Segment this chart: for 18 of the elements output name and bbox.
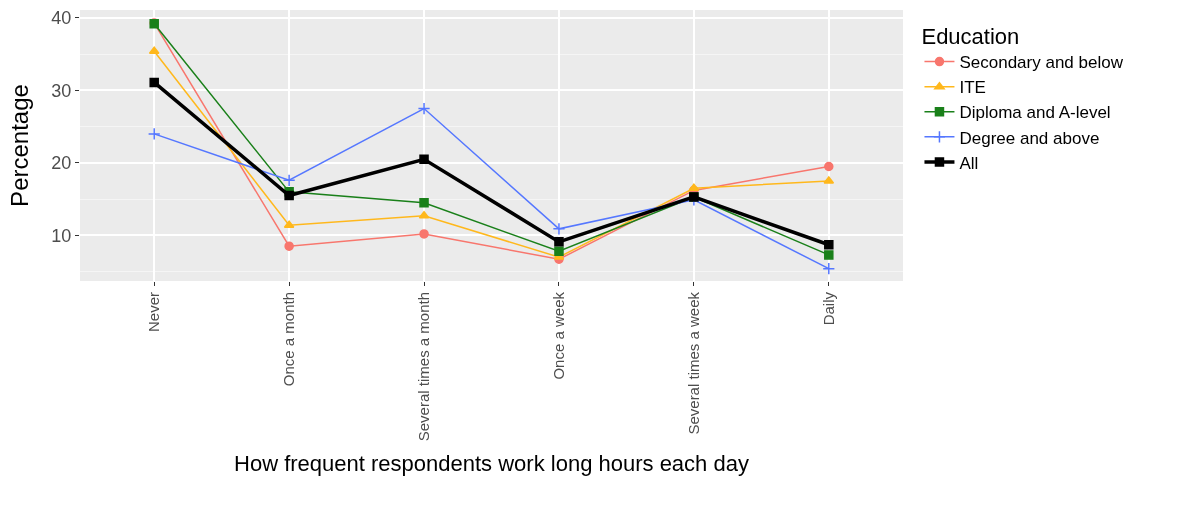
legend-label: Diploma and A-level <box>959 103 1111 123</box>
x-tick-label: Several times a week <box>684 291 702 435</box>
x-axis-title: How frequent respondents work long hours each day <box>234 451 749 477</box>
legend-label: ITE <box>959 78 986 98</box>
legend-label: Secondary and below <box>959 53 1124 73</box>
legend-title: Education <box>921 24 1020 50</box>
y-tick-label: 10 <box>51 225 72 246</box>
x-tick-label: Once a month <box>279 292 297 387</box>
y-tick-label: 30 <box>51 80 72 101</box>
y-tick-label: 20 <box>51 153 72 174</box>
x-tick-label: Daily <box>819 291 837 326</box>
x-tick-label: Several times a month <box>414 292 432 442</box>
x-tick-label: Once a week <box>549 291 567 380</box>
legend-label: Degree and above <box>959 128 1100 148</box>
legend-label: All <box>959 153 979 173</box>
y-tick-label: 40 <box>51 8 72 29</box>
y-axis-title: Percentage <box>6 84 34 207</box>
x-tick-label: Never <box>145 292 163 333</box>
